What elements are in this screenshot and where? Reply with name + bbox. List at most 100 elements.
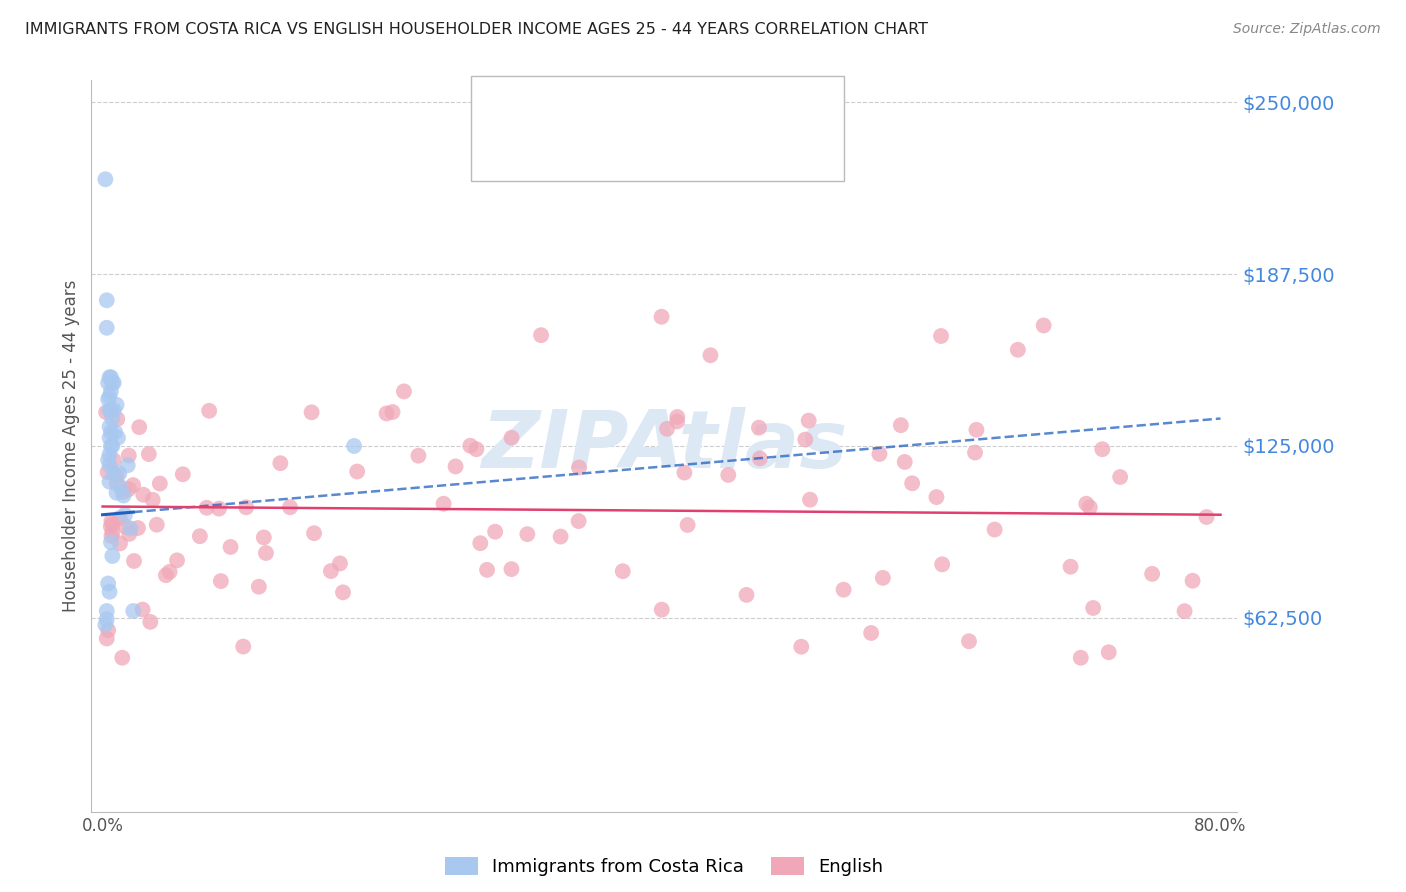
Point — [103, 376, 125, 390]
Point — [1098, 645, 1121, 659]
Point — [748, 451, 770, 466]
Point — [103, 467, 125, 481]
Point — [101, 524, 124, 539]
Point — [114, 508, 136, 522]
Point — [98, 475, 121, 489]
Point — [232, 640, 254, 654]
Point — [219, 540, 242, 554]
Point — [100, 514, 122, 528]
Point — [235, 500, 257, 515]
Point — [100, 519, 122, 533]
Point — [208, 501, 231, 516]
Point — [118, 482, 141, 496]
Text: 123: 123 — [675, 140, 713, 158]
Point — [655, 422, 678, 436]
Point — [101, 439, 124, 453]
Point — [666, 414, 689, 428]
Point — [107, 431, 129, 445]
Point — [381, 405, 404, 419]
Point — [118, 527, 141, 541]
Point — [105, 412, 128, 426]
Point — [957, 634, 980, 648]
Point — [1091, 442, 1114, 457]
Point — [893, 455, 915, 469]
Point — [501, 431, 523, 445]
Point — [198, 404, 221, 418]
Point — [100, 370, 122, 384]
Point — [138, 447, 160, 461]
Point — [1078, 500, 1101, 515]
Point — [1081, 601, 1104, 615]
Point — [890, 418, 912, 433]
Point — [159, 565, 181, 579]
Point — [98, 419, 121, 434]
Point — [101, 376, 124, 390]
Point — [105, 485, 128, 500]
Point — [117, 458, 139, 473]
Point — [983, 523, 1005, 537]
Point — [651, 310, 673, 324]
Point — [97, 576, 120, 591]
Point — [104, 425, 127, 440]
Text: IMMIGRANTS FROM COSTA RICA VS ENGLISH HOUSEHOLDER INCOME AGES 25 - 44 YEARS CORR: IMMIGRANTS FROM COSTA RICA VS ENGLISH HO… — [25, 22, 928, 37]
Point — [96, 405, 118, 419]
Text: N =: N = — [630, 140, 669, 158]
Point — [101, 411, 124, 425]
Point — [96, 293, 118, 308]
Point — [155, 568, 177, 582]
Point — [96, 604, 118, 618]
Point — [676, 518, 699, 533]
Point — [408, 449, 430, 463]
Point — [735, 588, 758, 602]
Point — [444, 459, 467, 474]
Point — [98, 431, 121, 445]
Point — [343, 439, 366, 453]
Point — [166, 553, 188, 567]
Text: -0.029: -0.029 — [569, 140, 634, 158]
Point — [112, 484, 135, 499]
Point — [142, 492, 165, 507]
Point — [188, 529, 211, 543]
Point — [127, 521, 149, 535]
Point — [1070, 650, 1092, 665]
Point — [550, 530, 572, 544]
Point — [97, 465, 120, 479]
Point — [278, 500, 301, 515]
Point — [699, 348, 721, 362]
Point — [1076, 497, 1098, 511]
Point — [484, 524, 506, 539]
Point — [1032, 318, 1054, 333]
Point — [673, 466, 696, 480]
Text: 44: 44 — [675, 98, 700, 116]
Point — [301, 405, 323, 419]
Point — [470, 536, 492, 550]
Point — [929, 329, 952, 343]
Point — [122, 478, 145, 492]
Point — [108, 467, 131, 481]
Point — [302, 526, 325, 541]
Point — [100, 425, 122, 440]
Point — [530, 328, 553, 343]
Point — [375, 407, 398, 421]
Point — [105, 398, 128, 412]
Point — [799, 492, 821, 507]
Point — [516, 527, 538, 541]
Point — [860, 626, 883, 640]
Point — [110, 480, 132, 494]
Point — [94, 617, 117, 632]
Point — [97, 376, 120, 390]
Point — [172, 467, 194, 482]
Point — [100, 403, 122, 417]
Point — [1007, 343, 1029, 357]
Point — [253, 530, 276, 544]
Text: 0.056: 0.056 — [569, 98, 626, 116]
Point — [101, 517, 124, 532]
Point — [100, 439, 122, 453]
Point — [965, 423, 987, 437]
Point — [103, 403, 125, 417]
Point — [100, 535, 122, 549]
Point — [319, 564, 342, 578]
Point — [832, 582, 855, 597]
Point — [115, 520, 138, 534]
Point — [101, 549, 124, 563]
